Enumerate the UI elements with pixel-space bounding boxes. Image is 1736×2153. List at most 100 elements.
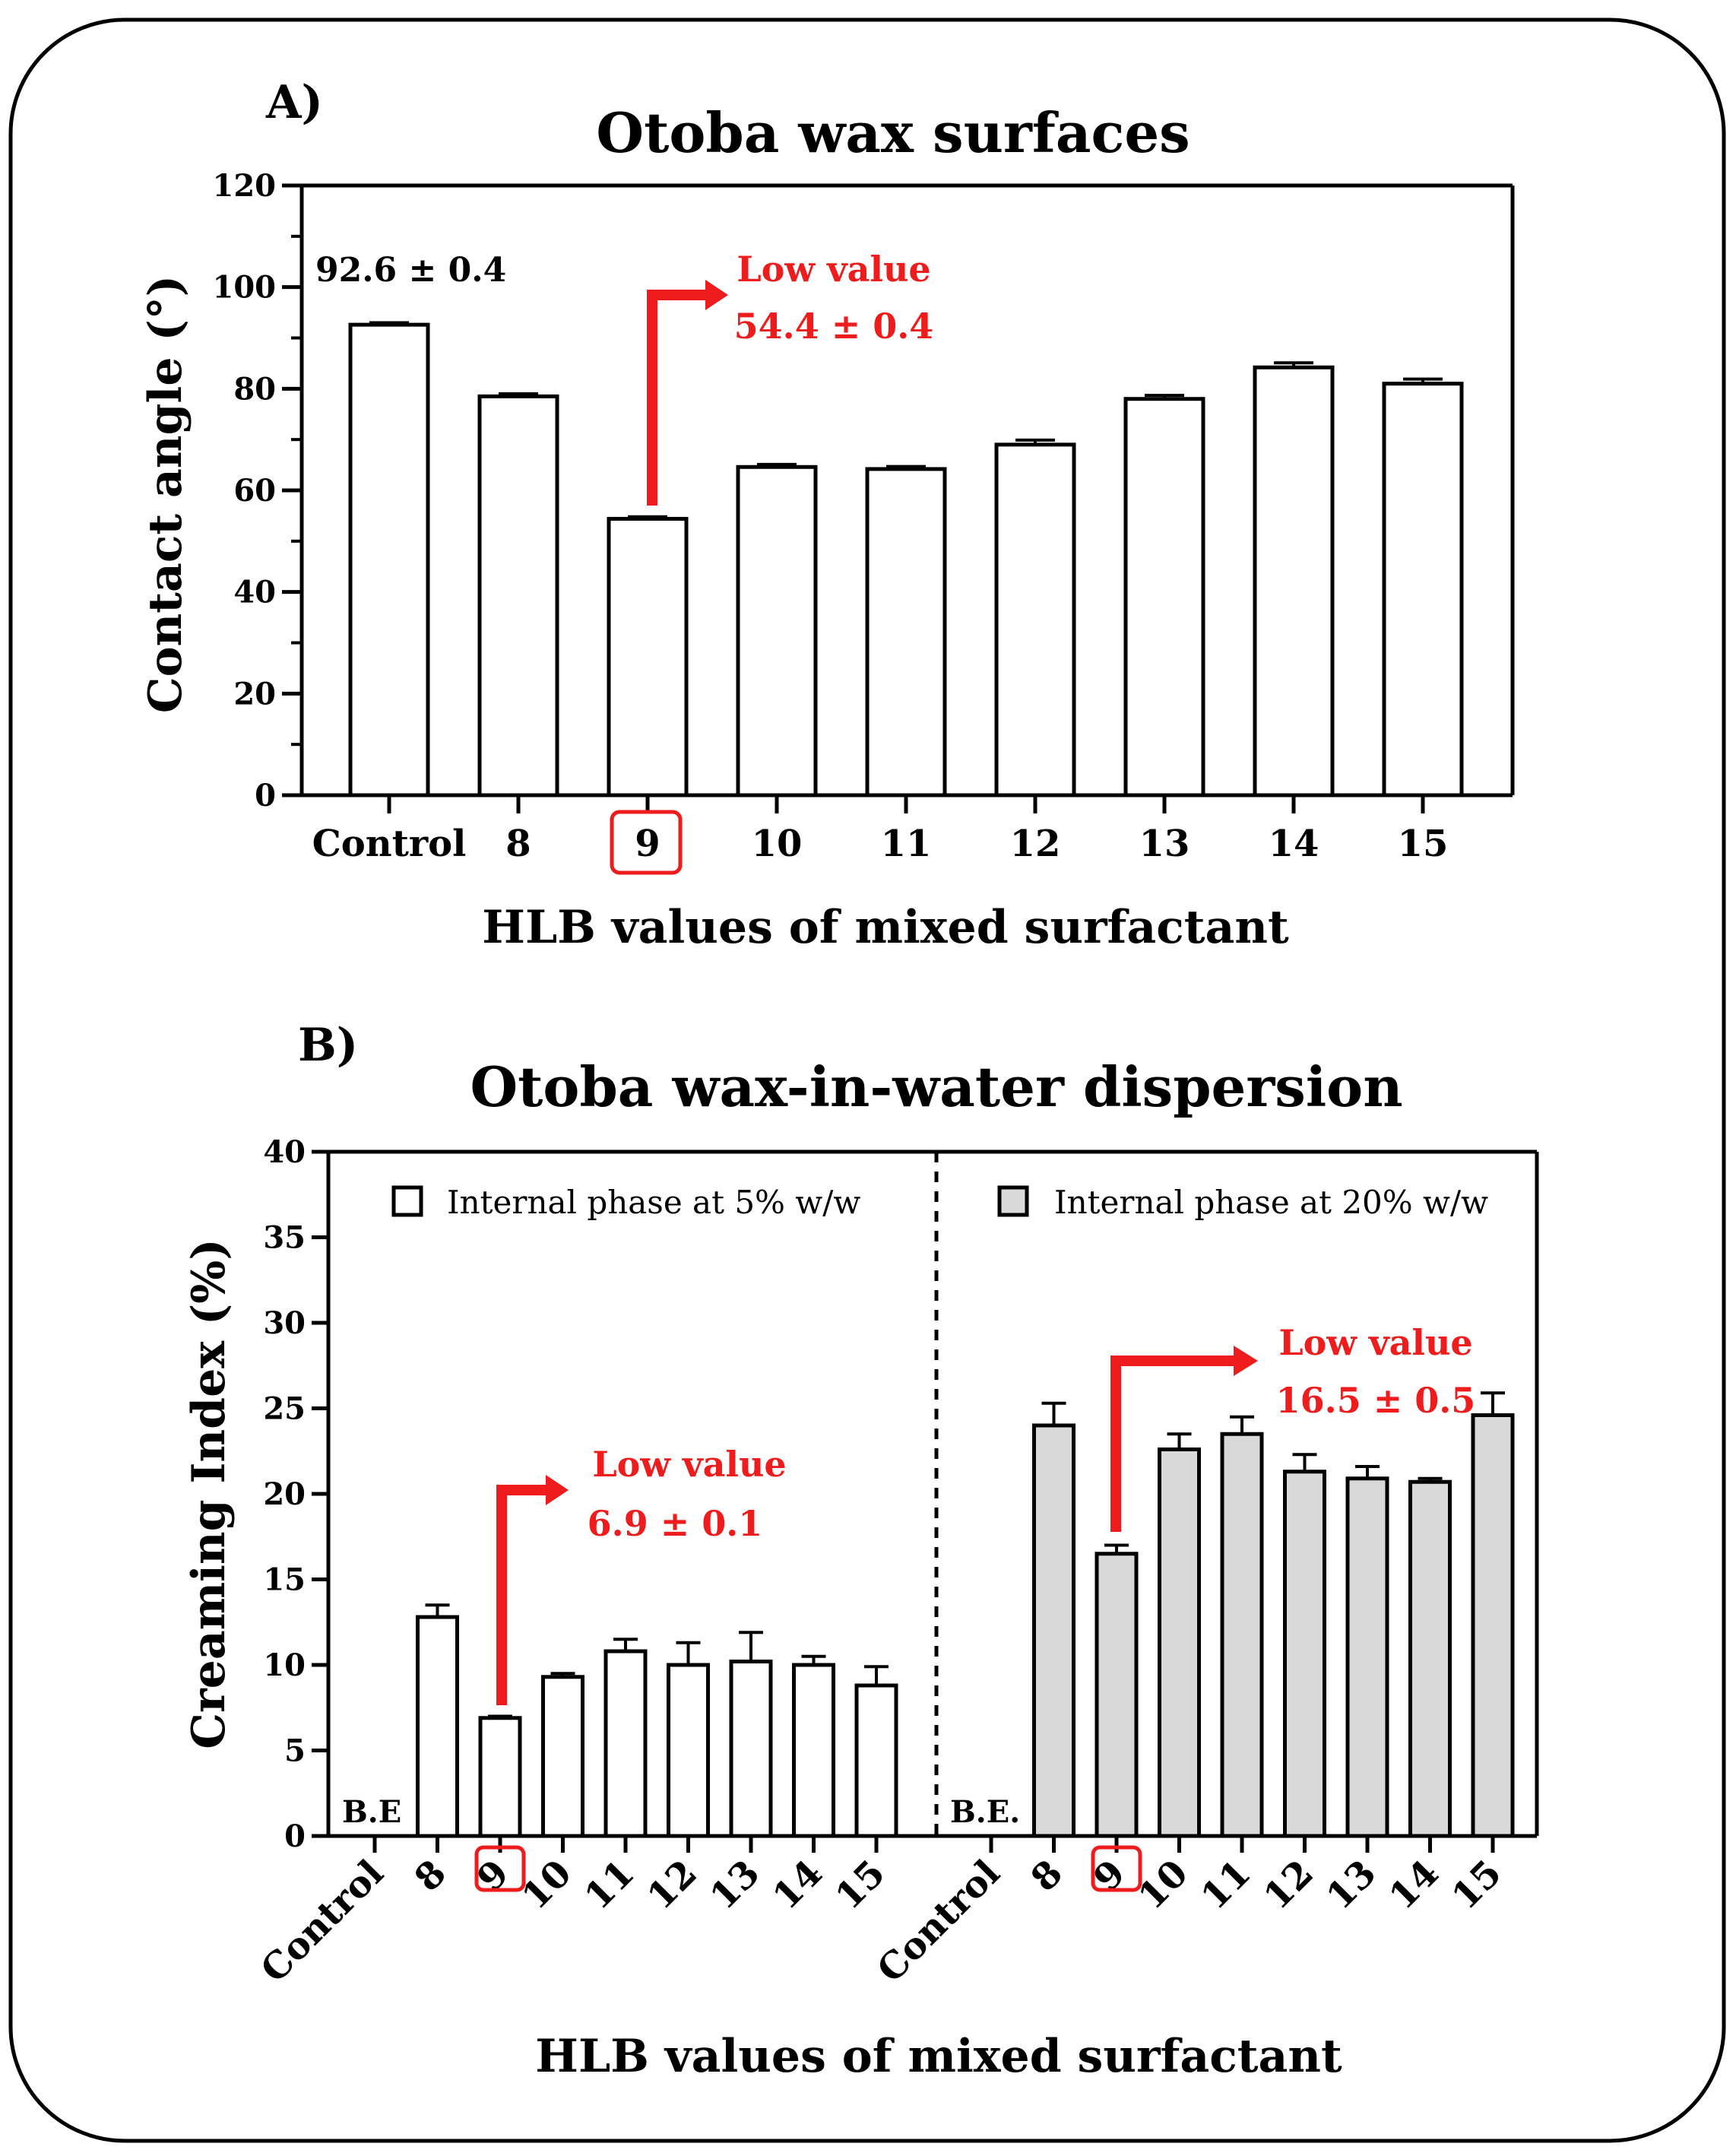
panel-b-x-tick-label: 12 (1256, 1852, 1322, 1918)
panel-b-x-axis-label: HLB values of mixed surfactant (535, 2030, 1342, 2083)
panel-b-y-tick-label: 5 (284, 1733, 306, 1769)
panel-b-low-arrow-head-20pct (1234, 1346, 1258, 1376)
panel-a-x-tick-label: 9 (635, 823, 660, 865)
panel-a-x-tick-label: 12 (1010, 823, 1061, 865)
panel-b-bar (541, 1675, 584, 1838)
panel-b-x-tick-label: 15 (828, 1852, 894, 1918)
panel-b-bars (416, 1391, 1515, 1838)
panel-a-bar (1253, 365, 1335, 797)
panel-a-x-tick-label: Control (312, 823, 467, 865)
panel-a-bar (1123, 397, 1205, 797)
figure-frame (8, 17, 1726, 2143)
panel-b-bar (792, 1663, 835, 1838)
panel-b-be-label-5pct: B.E (342, 1794, 401, 1830)
panel-b-highlight-box (474, 1845, 526, 1892)
panel-b-bar (478, 1716, 522, 1838)
panel-a-y-tick-label: 20 (233, 676, 276, 712)
panel-a-bar (994, 442, 1076, 797)
panel-b-bar (1032, 1423, 1075, 1838)
panel-b-x-tick-label: 14 (765, 1852, 831, 1918)
panel-b-x-tick-label: 13 (1319, 1852, 1385, 1918)
panel-b-bar (1471, 1413, 1515, 1838)
panel-b-bar (1095, 1552, 1139, 1838)
panel-a-y-tick-label: 60 (233, 473, 276, 509)
panel-b-y-tick-label: 35 (263, 1220, 306, 1256)
panel-a-low-label: Low value (737, 249, 930, 290)
panel-a-bar (1382, 382, 1464, 797)
panel-a-x-tick-label: 11 (881, 823, 932, 865)
panel-b-highlight-box (1091, 1845, 1142, 1892)
panel-a-bars (348, 321, 1464, 797)
panel-b-y-ticks: 0 5 10 15 20 25 30 35 40 (263, 1134, 328, 1854)
panel-a-chart: A) Otoba wax surfaces Contact angle (°) … (139, 76, 1515, 954)
panel-b-be-label-20pct: B.E. (950, 1794, 1020, 1830)
panel-a-y-tick-label: 0 (255, 778, 276, 813)
panel-a-y-tick-label: 40 (233, 575, 276, 610)
panel-a-y-axis-label: Contact angle (°) (139, 275, 192, 713)
panel-a-bar (477, 394, 559, 797)
panel-a-y-ticks: 0 20 40 60 80 100 120 (213, 168, 302, 813)
panel-a-title: Otoba wax surfaces (596, 100, 1190, 165)
panel-b-low-arrow-head-5pct (546, 1475, 569, 1505)
panel-b-x-tick-label: 13 (702, 1852, 768, 1918)
panel-b-low-value-5pct: 6.9 ± 0.1 (588, 1503, 763, 1544)
panel-b-x-tick-label: 12 (639, 1852, 705, 1918)
panel-a-x-tick-label: 10 (752, 823, 803, 865)
panel-b-bar (1408, 1479, 1452, 1838)
panel-b-y-tick-label: 40 (263, 1134, 306, 1170)
panel-b-y-tick-label: 10 (263, 1647, 306, 1683)
panel-a-x-tick-label: 8 (505, 823, 531, 865)
panel-a-low-value: 54.4 ± 0.4 (734, 306, 934, 347)
panel-a-bar (865, 467, 947, 797)
panel-a-control-value-label: 92.6 ± 0.4 (315, 251, 506, 290)
panel-b-bar (1158, 1447, 1201, 1838)
panel-b-y-axis-label: Creaming Index (%) (182, 1238, 236, 1749)
panel-b-low-label-20pct: Low value (1278, 1322, 1472, 1363)
panel-b-y-tick-label: 30 (263, 1305, 306, 1341)
legend-label-5pct: Internal phase at 5% w/w (447, 1184, 860, 1221)
panel-b-bar (854, 1683, 898, 1838)
panel-b-x-tick-label: 11 (577, 1852, 643, 1918)
panel-b-bar (729, 1660, 773, 1838)
panel-a-y-tick-label: 120 (213, 168, 277, 204)
legend-swatch-5pct (391, 1185, 423, 1217)
panel-b-bar (416, 1615, 459, 1838)
panel-a-letter: A) (265, 76, 323, 129)
panel-a-low-arrow-line (647, 290, 707, 506)
panel-b-letter: B) (298, 1019, 358, 1072)
panel-b-chart: B) Otoba wax-in-water dispersion Creamin… (182, 1019, 1539, 2083)
panel-b-x-tick-label: 8 (1023, 1852, 1071, 1900)
panel-b-x-tick-label: 14 (1381, 1852, 1447, 1918)
panel-b-y-tick-label: 25 (263, 1391, 306, 1427)
panel-b-bar (1345, 1476, 1389, 1838)
panel-a-low-arrow-head (705, 280, 728, 310)
panel-b-low-arrow-line-5pct (496, 1485, 547, 1705)
panel-a-bar (607, 516, 689, 797)
panel-b-low-value-20pct: 16.5 ± 0.5 (1276, 1380, 1476, 1421)
panel-a-highlight-box (610, 810, 683, 875)
panel-b-x-tick-label: 8 (407, 1852, 455, 1900)
panel-a-x-tick-labels: Control 8 9 10 11 12 13 14 15 (312, 795, 1449, 865)
panel-a-y-tick-label: 100 (213, 270, 277, 306)
panel-a-y-tick-label: 80 (233, 371, 276, 407)
panel-a-bar (736, 465, 818, 797)
panel-b-x-tick-label: Control (869, 1852, 1008, 1991)
panel-b-y-tick-label: 20 (263, 1476, 306, 1512)
panel-a-x-axis-label: HLB values of mixed surfactant (482, 901, 1289, 954)
panel-b-x-tick-label: Control (252, 1852, 391, 1991)
panel-b-y-tick-label: 0 (284, 1818, 306, 1854)
panel-b-low-label-5pct: Low value (592, 1444, 786, 1485)
panel-b-x-tick-label: 11 (1193, 1852, 1259, 1918)
panel-b-y-tick-label: 15 (263, 1562, 306, 1598)
panel-b-bar (667, 1663, 710, 1838)
legend-swatch-20pct (997, 1185, 1029, 1217)
panel-a-x-tick-label: 15 (1398, 823, 1449, 865)
panel-a-x-tick-label: 14 (1269, 823, 1319, 865)
panel-b-bar (1220, 1432, 1264, 1838)
panel-b-bar (1283, 1470, 1326, 1838)
panel-b-bar (603, 1649, 648, 1838)
panel-b-low-arrow-line-20pct (1110, 1356, 1235, 1532)
panel-b-title: Otoba wax-in-water dispersion (470, 1054, 1402, 1119)
